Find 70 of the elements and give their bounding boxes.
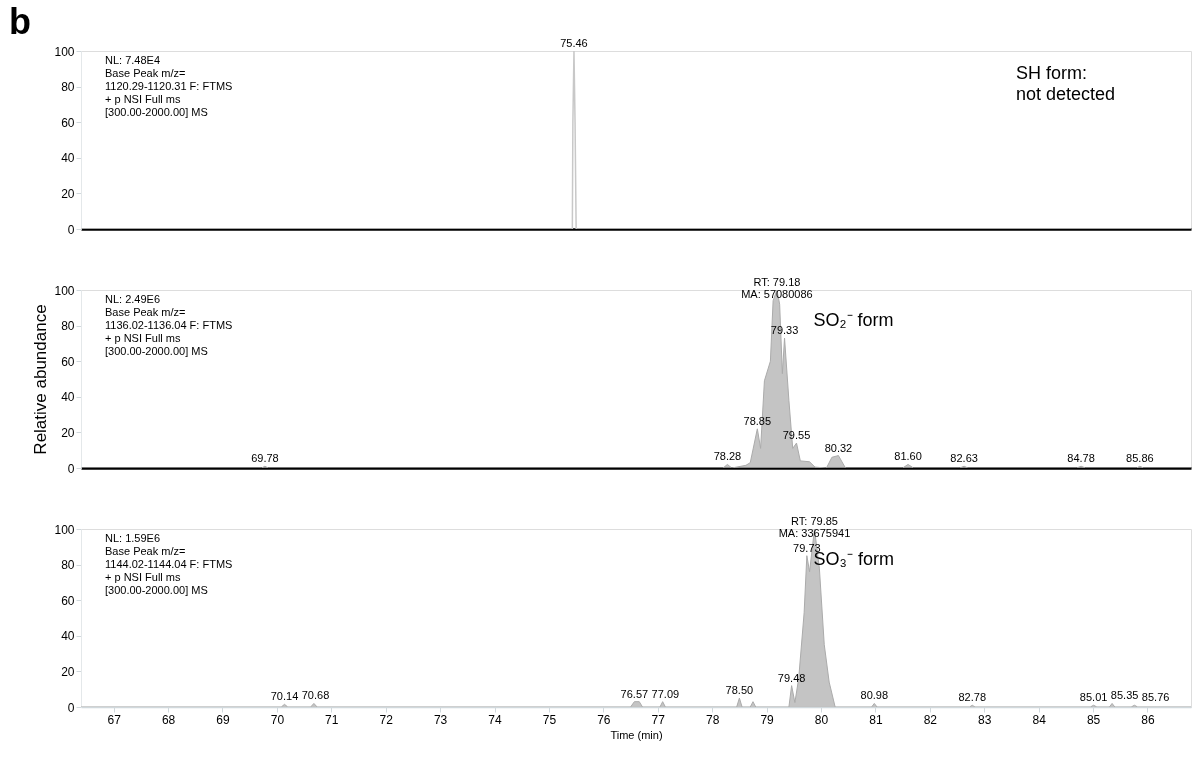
annotation: 79.48 bbox=[777, 671, 806, 684]
x-tick-label: 75 bbox=[542, 712, 557, 727]
x-tick-label: 79 bbox=[760, 712, 775, 727]
y-tick-label: 80 bbox=[61, 558, 75, 573]
annotation: 81.60 bbox=[894, 450, 922, 463]
annotation: 79.33 bbox=[770, 324, 799, 337]
annotation: RT: 79.85 MA: 33675941 bbox=[778, 515, 851, 539]
annotation: 77.09 bbox=[651, 687, 680, 700]
x-tick-label: 80 bbox=[814, 712, 829, 727]
annotation: 85.76 bbox=[1141, 691, 1170, 704]
y-tick-label: 20 bbox=[61, 664, 75, 679]
x-axis-title: Time (min) bbox=[610, 728, 663, 741]
annotation: 76.57 bbox=[620, 687, 649, 700]
annotation: 78.50 bbox=[725, 684, 754, 697]
annotation: 80.32 bbox=[824, 441, 853, 454]
x-tick-label: 78 bbox=[706, 712, 720, 727]
annotation: RT: 79.18 MA: 57080086 bbox=[741, 276, 813, 300]
annotation: 78.28 bbox=[713, 450, 742, 463]
x-tick-label: 67 bbox=[107, 712, 122, 727]
x-tick-label: 72 bbox=[379, 712, 394, 727]
annotation: SO₂⁻ form bbox=[813, 310, 894, 330]
x-tick-label: 82 bbox=[923, 712, 938, 727]
annotation: 70.14 bbox=[270, 690, 299, 703]
y-tick-label: 40 bbox=[61, 390, 75, 405]
x-tick-label: 73 bbox=[433, 712, 448, 727]
annotation: 69.78 bbox=[251, 452, 279, 465]
y-tick-label: 40 bbox=[61, 629, 75, 644]
y-tick-label: 100 bbox=[54, 44, 75, 59]
annotation: NL: 7.48E4 Base Peak m/z= 1120.29-1120.31 F: FTMS + p NSI Full ms [300.00-2000.00] MS bbox=[105, 54, 233, 118]
annotation: 82.63 bbox=[950, 452, 978, 465]
annotation: 75.46 bbox=[560, 37, 588, 49]
annotation: NL: 1.59E6 Base Peak m/z= 1144.02-1144.04 F: FTMS + p NSI Full ms [300.00-2000.00] MS bbox=[105, 532, 233, 596]
y-tick-label: 80 bbox=[61, 80, 75, 95]
x-tick-label: 70 bbox=[270, 712, 285, 727]
y-tick-label: 40 bbox=[61, 151, 75, 166]
y-tick-label: 0 bbox=[67, 222, 75, 237]
annotation: 80.98 bbox=[860, 689, 889, 702]
x-tick-label: 74 bbox=[488, 712, 503, 727]
annotation: NL: 2.49E6 Base Peak m/z= 1136.02-1136.04 F: FTMS + p NSI Full ms [300.00-2000.00] MS bbox=[105, 293, 233, 357]
annotation: 82.78 bbox=[958, 691, 987, 704]
annotation: 85.01 bbox=[1079, 691, 1108, 704]
x-tick-label: 85 bbox=[1086, 712, 1101, 727]
annotation: SH form: not detected bbox=[1016, 63, 1116, 104]
y-tick-label: 60 bbox=[61, 354, 75, 369]
y-tick-label: 100 bbox=[54, 283, 75, 298]
y-tick-label: 80 bbox=[61, 319, 75, 334]
annotation: 79.55 bbox=[782, 429, 811, 442]
annotation: 78.85 bbox=[743, 414, 772, 427]
y-axis-title: Relative abundance bbox=[31, 304, 51, 455]
y-tick-label: 20 bbox=[61, 186, 75, 201]
x-tick-label: 76 bbox=[597, 712, 611, 727]
y-tick-label: 60 bbox=[61, 115, 75, 130]
x-tick-label: 86 bbox=[1141, 712, 1155, 727]
x-tick-label: 84 bbox=[1032, 712, 1047, 727]
x-tick-label: 77 bbox=[651, 712, 666, 727]
x-tick-label: 71 bbox=[325, 712, 339, 727]
x-tick-label: 81 bbox=[869, 712, 883, 727]
y-tick-label: 100 bbox=[54, 522, 75, 537]
y-tick-label: 0 bbox=[67, 461, 75, 476]
annotation: 85.86 bbox=[1126, 452, 1154, 465]
x-tick-label: 83 bbox=[978, 712, 992, 727]
annotation: 85.35 bbox=[1110, 689, 1139, 702]
chart-title: b bbox=[8, 1, 31, 42]
x-tick-label: 68 bbox=[161, 712, 176, 727]
y-tick-label: 0 bbox=[67, 700, 75, 715]
annotation: 70.68 bbox=[301, 689, 330, 702]
x-tick-label: 69 bbox=[216, 712, 230, 727]
annotation: 84.78 bbox=[1067, 452, 1095, 465]
y-tick-label: 20 bbox=[61, 425, 75, 440]
y-tick-label: 60 bbox=[61, 593, 75, 608]
